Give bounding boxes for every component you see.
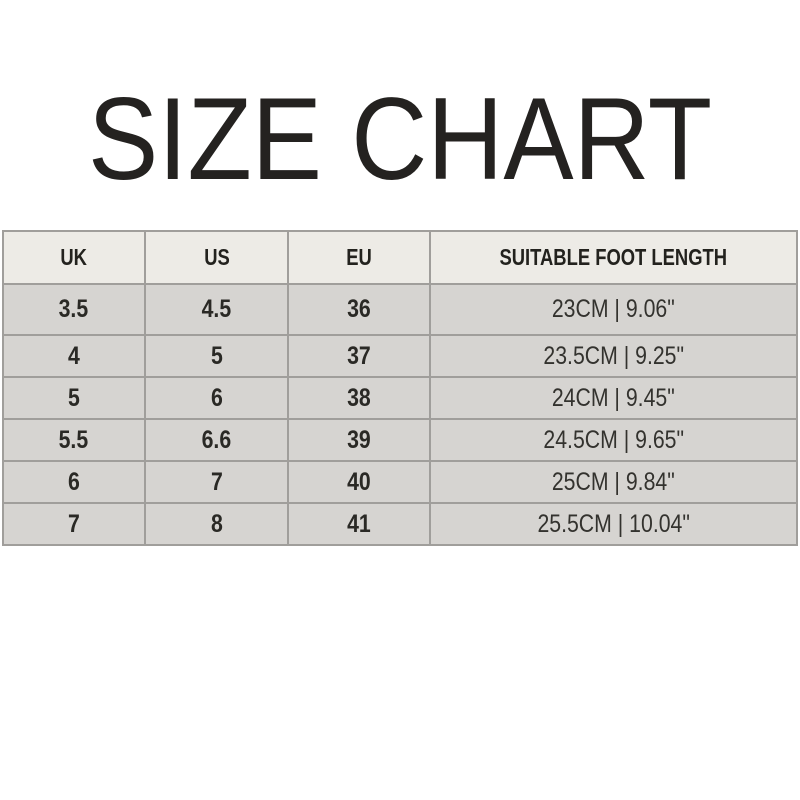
column-header-us: US — [143, 230, 290, 285]
table-row: 7 8 41 25.5CM | 10.04" — [2, 502, 798, 546]
cell-value: 6.6 — [201, 425, 232, 454]
cell-eu: 36 — [287, 283, 432, 336]
cell-us: 6.6 — [143, 418, 290, 462]
cell-uk: 5 — [2, 376, 146, 420]
cell-value: 6 — [67, 467, 80, 496]
cell-uk: 3.5 — [2, 283, 146, 336]
column-header-us-label: US — [203, 244, 230, 270]
cell-eu: 39 — [287, 418, 432, 462]
column-header-eu: EU — [287, 230, 432, 285]
cell-foot-length: 24CM | 9.45" — [429, 376, 798, 420]
cell-us: 5 — [143, 334, 290, 378]
cell-value: 8 — [210, 509, 223, 538]
cell-foot-length: 25CM | 9.84" — [429, 460, 798, 504]
cell-us: 6 — [143, 376, 290, 420]
cell-uk: 7 — [2, 502, 146, 546]
table-row: 3.5 4.5 36 23CM | 9.06" — [2, 283, 798, 336]
cell-value: 23.5CM | 9.25" — [543, 341, 684, 370]
cell-value: 23CM | 9.06" — [552, 295, 676, 323]
cell-value: 40 — [347, 467, 372, 496]
column-header-foot-length: SUITABLE FOOT LENGTH — [429, 230, 798, 285]
cell-us: 8 — [143, 502, 290, 546]
cell-eu: 40 — [287, 460, 432, 504]
cell-value: 36 — [347, 295, 372, 323]
cell-uk: 5.5 — [2, 418, 146, 462]
cell-foot-length: 24.5CM | 9.65" — [429, 418, 798, 462]
column-header-eu-label: EU — [346, 244, 373, 270]
cell-value: 41 — [347, 509, 372, 538]
cell-value: 24.5CM | 9.65" — [543, 425, 684, 454]
cell-value: 25CM | 9.84" — [552, 467, 676, 496]
cell-value: 37 — [347, 341, 372, 370]
cell-value: 5 — [210, 341, 223, 370]
cell-foot-length: 23CM | 9.06" — [429, 283, 798, 336]
cell-value: 4 — [67, 341, 80, 370]
size-chart-table: UK US EU SUITABLE FOOT LENGTH 3.5 4.5 36… — [2, 230, 798, 546]
cell-value: 39 — [347, 425, 372, 454]
cell-us: 4.5 — [143, 283, 290, 336]
table-row: 5.5 6.6 39 24.5CM | 9.65" — [2, 418, 798, 462]
table-row: 6 7 40 25CM | 9.84" — [2, 460, 798, 504]
cell-eu: 38 — [287, 376, 432, 420]
cell-value: 38 — [347, 383, 372, 412]
cell-value: 7 — [210, 467, 223, 496]
table-row: 4 5 37 23.5CM | 9.25" — [2, 334, 798, 378]
cell-value: 5 — [67, 383, 80, 412]
page-title: SIZE CHART — [87, 73, 713, 204]
column-header-uk-label: UK — [60, 244, 88, 270]
cell-value: 6 — [210, 383, 223, 412]
cell-eu: 41 — [287, 502, 432, 546]
cell-value: 25.5CM | 10.04" — [537, 509, 690, 538]
cell-uk: 6 — [2, 460, 146, 504]
cell-eu: 37 — [287, 334, 432, 378]
cell-value: 3.5 — [59, 295, 89, 323]
cell-value: 4.5 — [201, 295, 232, 323]
header-row: UK US EU SUITABLE FOOT LENGTH — [2, 230, 798, 285]
cell-value: 7 — [67, 509, 80, 538]
column-header-foot-length-label: SUITABLE FOOT LENGTH — [499, 244, 728, 270]
table-row: 5 6 38 24CM | 9.45" — [2, 376, 798, 420]
cell-foot-length: 25.5CM | 10.04" — [429, 502, 798, 546]
cell-us: 7 — [143, 460, 290, 504]
cell-value: 5.5 — [59, 425, 89, 454]
cell-value: 24CM | 9.45" — [552, 383, 676, 412]
column-header-uk: UK — [2, 230, 146, 285]
cell-uk: 4 — [2, 334, 146, 378]
cell-foot-length: 23.5CM | 9.25" — [429, 334, 798, 378]
